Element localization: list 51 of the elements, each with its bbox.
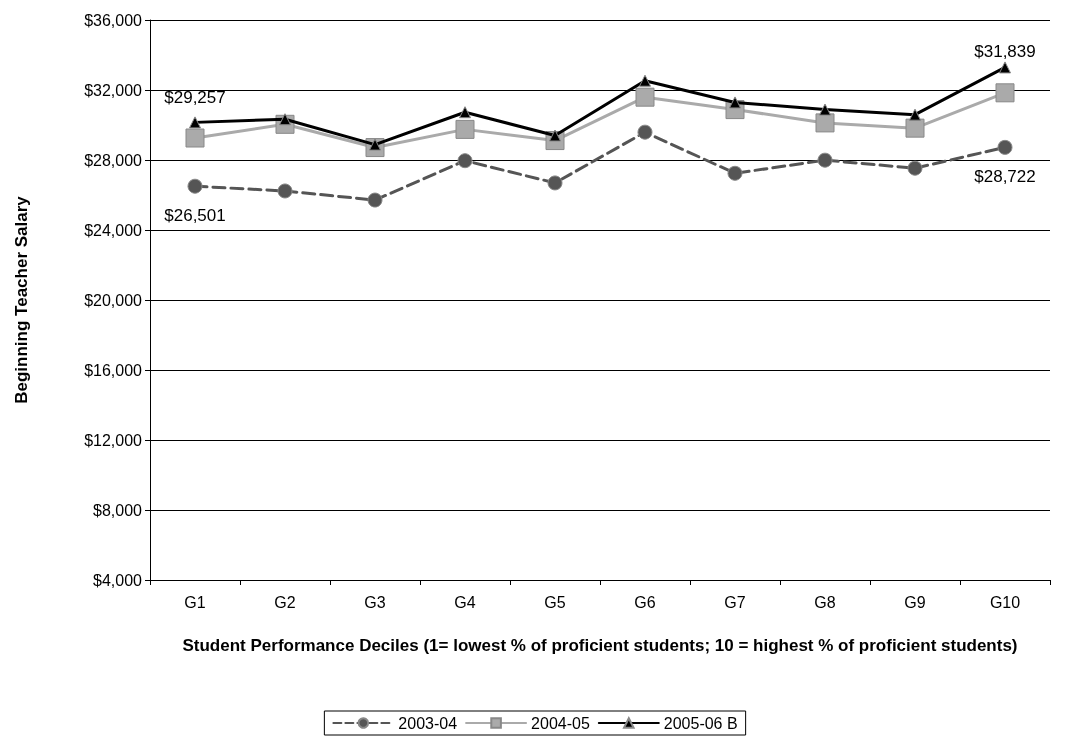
point [277, 183, 293, 199]
x-tick-label: G6 [634, 593, 656, 611]
y-tick-label: $4,000 [93, 571, 143, 589]
point [997, 139, 1013, 155]
point [999, 61, 1011, 74]
point [455, 119, 475, 139]
y-axis-title: Beginning Teacher Salary [12, 195, 31, 404]
point [185, 128, 205, 148]
point [635, 87, 655, 107]
y-tick-label: $36,000 [84, 11, 143, 29]
legend-label: 2005-06 B [663, 714, 738, 732]
x-tick-label: G3 [364, 593, 386, 611]
y-tick-label: $16,000 [84, 361, 143, 379]
x-tick-label: G10 [989, 593, 1021, 611]
point [909, 108, 921, 121]
y-tick-label: $8,000 [93, 501, 143, 519]
x-tick-label: G8 [814, 593, 836, 611]
x-tick-label: G2 [274, 593, 296, 611]
point [729, 96, 741, 109]
point [819, 103, 831, 116]
y-tick-label: $28,000 [84, 151, 143, 169]
data-label: $28,722 [974, 166, 1036, 186]
point [189, 116, 201, 129]
x-tick-label: G1 [184, 593, 206, 611]
point [639, 74, 651, 87]
point [905, 118, 925, 138]
point [187, 178, 203, 194]
x-tick-label: G7 [724, 593, 746, 611]
data-label: $26,501 [164, 205, 226, 225]
point [727, 165, 743, 181]
x-tick-label: G9 [904, 593, 926, 611]
x-axis-title: Student Performance Deciles (1= lowest % of proficient students; 10 = highest % of proficient students) [182, 635, 1018, 655]
point [367, 192, 383, 208]
x-tick-label: G5 [544, 593, 566, 611]
point [459, 106, 471, 119]
data-label: $31,839 [974, 42, 1036, 62]
point [907, 160, 923, 176]
point [995, 83, 1015, 103]
data-label: $29,257 [164, 87, 226, 107]
point [637, 124, 653, 140]
legend-label: 2004-05 [531, 714, 590, 732]
y-tick-label: $32,000 [84, 81, 143, 99]
legend-label: 2003-04 [398, 714, 458, 732]
point [817, 152, 833, 168]
x-tick-label: G4 [454, 593, 476, 611]
point [547, 175, 563, 191]
y-tick-label: $12,000 [84, 431, 143, 449]
y-tick-label: $20,000 [84, 291, 143, 309]
point [457, 153, 473, 169]
point [815, 113, 835, 133]
y-tick-label: $24,000 [84, 221, 143, 239]
